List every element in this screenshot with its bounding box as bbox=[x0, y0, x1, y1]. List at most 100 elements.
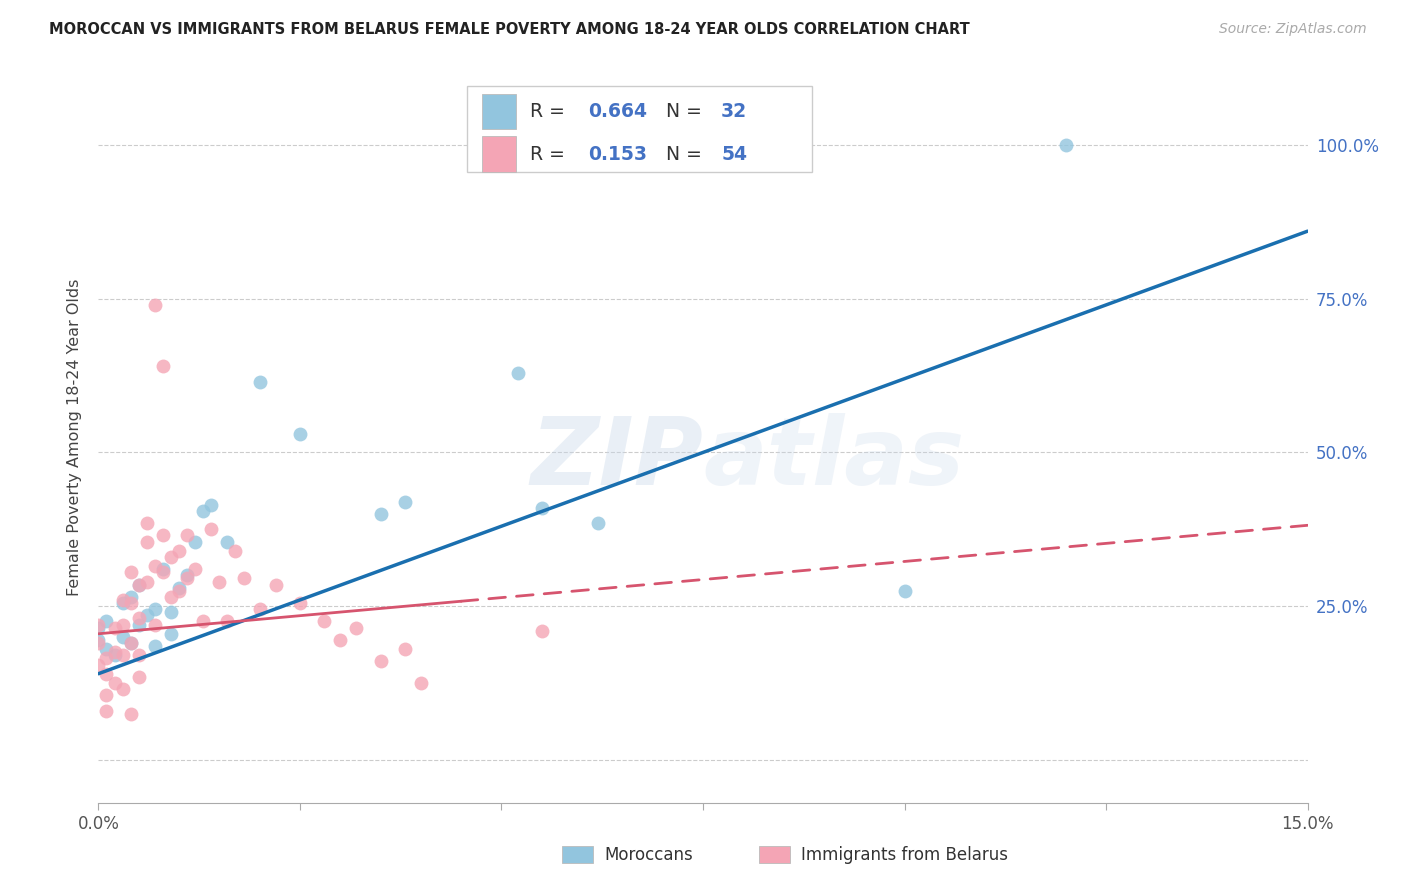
Point bbox=[160, 605, 183, 619]
Point bbox=[167, 581, 190, 595]
Point bbox=[111, 682, 134, 697]
Bar bbox=[482, 94, 516, 129]
Text: MOROCCAN VS IMMIGRANTS FROM BELARUS FEMALE POVERTY AMONG 18-24 YEAR OLDS CORRELA: MOROCCAN VS IMMIGRANTS FROM BELARUS FEMA… bbox=[49, 22, 970, 37]
Text: atlas: atlas bbox=[703, 413, 965, 505]
Point bbox=[249, 602, 271, 616]
Point bbox=[128, 577, 150, 591]
Text: 0.664: 0.664 bbox=[588, 102, 647, 121]
Point bbox=[103, 621, 125, 635]
Point bbox=[143, 602, 166, 616]
Point bbox=[586, 516, 609, 530]
Point bbox=[160, 549, 183, 564]
Point bbox=[184, 562, 207, 576]
Point bbox=[506, 366, 529, 380]
Point bbox=[143, 617, 166, 632]
Point bbox=[208, 574, 231, 589]
Point bbox=[96, 651, 118, 665]
Point bbox=[111, 593, 134, 607]
Point bbox=[96, 688, 118, 702]
Point bbox=[103, 645, 125, 659]
FancyBboxPatch shape bbox=[467, 86, 811, 172]
Point bbox=[394, 494, 416, 508]
Point bbox=[264, 577, 287, 591]
Point bbox=[120, 636, 142, 650]
Point bbox=[135, 574, 157, 589]
Point bbox=[176, 571, 198, 585]
Point bbox=[143, 639, 166, 653]
Point bbox=[103, 648, 125, 663]
Point bbox=[176, 568, 198, 582]
Point bbox=[152, 566, 174, 580]
Bar bbox=[482, 136, 516, 171]
Point bbox=[87, 636, 110, 650]
Text: R =: R = bbox=[530, 145, 576, 163]
Point bbox=[128, 670, 150, 684]
Point bbox=[152, 359, 174, 374]
Text: N =: N = bbox=[665, 102, 707, 121]
Point bbox=[200, 498, 222, 512]
Point bbox=[193, 504, 215, 518]
Point bbox=[111, 648, 134, 663]
Point bbox=[249, 375, 271, 389]
Text: ZIP: ZIP bbox=[530, 413, 703, 505]
Point bbox=[135, 516, 157, 530]
Point bbox=[87, 657, 110, 672]
Text: Moroccans: Moroccans bbox=[605, 846, 693, 863]
Point bbox=[96, 666, 118, 681]
Point bbox=[370, 507, 392, 521]
Point bbox=[87, 632, 110, 647]
Point bbox=[200, 522, 222, 536]
Text: Immigrants from Belarus: Immigrants from Belarus bbox=[801, 846, 1008, 863]
Point bbox=[160, 627, 183, 641]
Point bbox=[87, 621, 110, 635]
Point bbox=[120, 596, 142, 610]
Point bbox=[111, 596, 134, 610]
Point bbox=[152, 528, 174, 542]
Point bbox=[167, 543, 190, 558]
Text: R =: R = bbox=[530, 102, 571, 121]
Point bbox=[111, 617, 134, 632]
Point bbox=[893, 583, 915, 598]
Point bbox=[344, 621, 367, 635]
Point bbox=[128, 577, 150, 591]
Point bbox=[96, 642, 118, 657]
Point bbox=[232, 571, 254, 585]
Text: 0.153: 0.153 bbox=[588, 145, 647, 163]
Point bbox=[103, 676, 125, 690]
Point bbox=[96, 615, 118, 629]
Point bbox=[184, 534, 207, 549]
Point bbox=[314, 615, 336, 629]
Point bbox=[1054, 138, 1077, 153]
Point bbox=[288, 596, 311, 610]
Point bbox=[370, 655, 392, 669]
Point bbox=[128, 611, 150, 625]
Point bbox=[128, 617, 150, 632]
Point bbox=[160, 590, 183, 604]
Point bbox=[217, 615, 239, 629]
Text: N =: N = bbox=[665, 145, 707, 163]
Point bbox=[530, 500, 553, 515]
Point bbox=[409, 676, 432, 690]
Point bbox=[176, 528, 198, 542]
Point bbox=[224, 543, 246, 558]
Text: 54: 54 bbox=[721, 145, 747, 163]
Point bbox=[167, 583, 190, 598]
Text: Source: ZipAtlas.com: Source: ZipAtlas.com bbox=[1219, 22, 1367, 37]
Point bbox=[120, 636, 142, 650]
Point bbox=[394, 642, 416, 657]
Point bbox=[120, 706, 142, 721]
Point bbox=[143, 298, 166, 312]
Point bbox=[135, 534, 157, 549]
Point bbox=[111, 630, 134, 644]
Point bbox=[120, 566, 142, 580]
Point bbox=[152, 562, 174, 576]
Point bbox=[193, 615, 215, 629]
Point bbox=[87, 617, 110, 632]
Point bbox=[128, 648, 150, 663]
Point bbox=[217, 534, 239, 549]
Point bbox=[96, 704, 118, 718]
Point bbox=[143, 559, 166, 574]
Point bbox=[329, 632, 352, 647]
Point bbox=[530, 624, 553, 638]
Point bbox=[135, 608, 157, 623]
